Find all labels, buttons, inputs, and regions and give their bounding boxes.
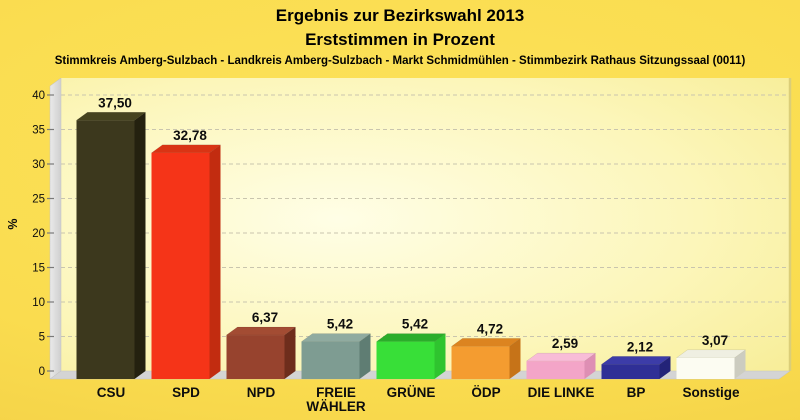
y-tick-label-0: 0 (39, 366, 45, 378)
bar-front-face (376, 341, 435, 379)
bar-top-face (75, 112, 147, 121)
bar-front-face (226, 335, 285, 379)
bar-side-face (134, 112, 146, 379)
bar-front-face (151, 152, 210, 379)
bar-value-label: 3,07 (702, 333, 728, 348)
bar-value-label: 2,59 (552, 336, 578, 351)
bar-side-face (434, 333, 446, 379)
bar-value-label: 5,42 (402, 317, 428, 332)
bar--dp (450, 338, 522, 379)
bar-front-face (526, 361, 585, 379)
bar-top-face (300, 333, 372, 342)
bar-npd (225, 326, 297, 379)
y-tick-label-5: 5 (39, 332, 45, 344)
bar-die-linke (525, 352, 597, 379)
y-tick-label-30: 30 (32, 159, 45, 171)
bar-value-label: 5,42 (327, 317, 353, 332)
category-label: BP (627, 385, 646, 400)
bar-side-face (209, 144, 221, 379)
chart-description: Stimmkreis Amberg-Sulzbach - Landkreis A… (54, 55, 746, 67)
bar-freie-w-hler (300, 333, 372, 379)
category-label: Sonstige (682, 385, 739, 400)
bar-top-face (600, 356, 672, 365)
bar-top-face (525, 352, 597, 362)
bar-top-face (675, 349, 747, 359)
y-axis-title: % (6, 218, 20, 229)
chart-left-wall (49, 77, 62, 380)
bar-side-face (659, 356, 671, 379)
y-tick-label-15: 15 (32, 263, 45, 275)
bar-front-face (76, 120, 135, 379)
bar-front-face (301, 341, 360, 379)
y-tick-label-10: 10 (32, 297, 45, 309)
chart-subtitle: Erststimmen in Prozent (305, 30, 495, 49)
category-label: NPD (247, 385, 276, 400)
chart-title: Ergebnis zur Bezirkswahl 2013 (275, 6, 525, 25)
y-tick-label-35: 35 (32, 125, 45, 137)
bar-bp (600, 356, 672, 379)
bar-csu (75, 112, 147, 379)
category-label: GRÜNE (387, 385, 436, 400)
bar-value-label: 32,78 (173, 128, 207, 143)
bar-front-face (676, 357, 735, 379)
bar-value-label: 37,50 (98, 95, 132, 110)
bar-top-face (375, 333, 447, 342)
category-label: WÄHLER (306, 399, 365, 414)
bar-value-label: 6,37 (252, 310, 278, 325)
y-tick-label-40: 40 (32, 90, 45, 102)
bar-side-face (584, 353, 596, 379)
y-tick-label-25: 25 (32, 194, 45, 206)
bar-gr-ne (375, 333, 447, 379)
category-label: SPD (172, 385, 200, 400)
category-label: ÖDP (471, 385, 500, 400)
bar-spd (150, 144, 222, 379)
bar-top-face (150, 144, 222, 154)
bar-front-face (601, 364, 660, 379)
bar-value-label: 4,72 (477, 321, 503, 336)
category-label: CSU (97, 385, 126, 400)
bar-value-label: 2,12 (627, 339, 653, 354)
bar-sonstige (675, 349, 747, 379)
bar-side-face (734, 349, 746, 379)
bar-front-face (451, 346, 510, 379)
bar-side-face (284, 327, 296, 379)
bar-side-face (359, 333, 371, 379)
bar-side-face (509, 338, 521, 379)
bar-top-face (225, 326, 297, 336)
category-label: DIE LINKE (528, 385, 595, 400)
category-label: FREIE (316, 385, 356, 400)
y-tick-label-20: 20 (32, 228, 45, 240)
bar-top-face (450, 338, 522, 347)
